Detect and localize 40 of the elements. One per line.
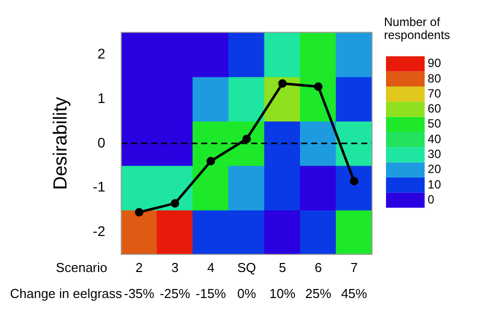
color-bar-label: 70 bbox=[428, 86, 442, 100]
point bbox=[170, 199, 180, 208]
y-tick-label: 0 bbox=[97, 134, 106, 150]
text: -35% bbox=[124, 286, 155, 301]
text: 10% bbox=[269, 286, 296, 301]
y-tick-label: 2 bbox=[97, 45, 106, 62]
text: Change in eelgrass bbox=[10, 286, 123, 301]
y-axis-title: Desirability bbox=[50, 96, 72, 190]
color-bar-label: 20 bbox=[428, 162, 442, 176]
y-tick-label: -2 bbox=[92, 223, 106, 240]
x-tick-label: SQ bbox=[237, 260, 256, 275]
color-bar-label: 90 bbox=[428, 56, 442, 70]
text: 0% bbox=[237, 286, 256, 301]
y-tick-label: 1 bbox=[97, 90, 106, 106]
x-tick-label: 3 bbox=[171, 260, 179, 275]
point bbox=[242, 134, 251, 144]
color-bar-label: 10 bbox=[428, 177, 442, 192]
color-bar-label: 0 bbox=[428, 192, 435, 207]
color-bar-label: 40 bbox=[428, 132, 442, 146]
point bbox=[350, 176, 358, 186]
x-tick-label: 6 bbox=[314, 260, 322, 275]
color-bar-title: Number of respondents bbox=[384, 15, 452, 42]
color-bar-label: 50 bbox=[428, 116, 442, 131]
color-bar-label: 30 bbox=[428, 147, 442, 162]
text: 45% bbox=[341, 286, 368, 301]
text: -15% bbox=[196, 286, 226, 301]
text: -25% bbox=[160, 286, 191, 301]
y-tick-label: -1 bbox=[92, 178, 106, 195]
x-tick-label: 2 bbox=[136, 260, 143, 275]
point bbox=[278, 79, 287, 88]
point bbox=[134, 208, 144, 216]
x-axis-title: Scenario bbox=[56, 260, 108, 275]
text: 25% bbox=[305, 286, 332, 301]
color-bar-label: 80 bbox=[428, 71, 442, 86]
point bbox=[314, 82, 323, 91]
color-bar-label: 60 bbox=[428, 102, 442, 116]
x-tick-label: 7 bbox=[350, 260, 358, 275]
x-tick-label: 4 bbox=[207, 260, 214, 275]
x-tick-label: 5 bbox=[278, 260, 286, 275]
point bbox=[206, 156, 216, 166]
